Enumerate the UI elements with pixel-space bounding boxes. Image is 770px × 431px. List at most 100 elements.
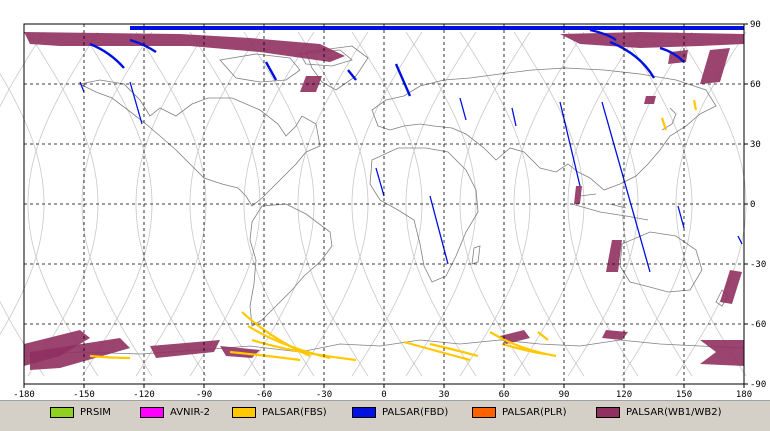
lat-tick-label: -60 — [750, 320, 766, 330]
swath-fbd-4 — [347, 69, 357, 81]
longitude-tick-labels: -180 -150 -120 -90 -60 -30 0 30 60 90 120 150 180 — [13, 384, 752, 400]
lon-tick-label: -30 — [316, 390, 332, 400]
lon-tick-label: 30 — [439, 390, 450, 400]
swath-fbs-5 — [89, 354, 131, 360]
orbit-track — [189, 31, 261, 377]
legend-item: PALSAR(FBD) — [352, 405, 448, 419]
orbit-track — [243, 31, 315, 377]
legend-label: PALSAR(WB1/WB2) — [626, 406, 722, 418]
legend-item: PRSIM — [50, 405, 111, 419]
legend-label: AVNIR-2 — [170, 406, 210, 418]
lon-tick-label: 90 — [559, 390, 570, 400]
lat-tick-label: 0 — [750, 200, 755, 210]
latitude-tick-labels: 90 60 30 0 -30 -60 -90 — [744, 20, 766, 390]
coast-japan — [661, 107, 677, 131]
coast-australia — [619, 231, 703, 293]
lat-tick-label: 60 — [750, 80, 761, 90]
swath-fbd-1 — [89, 42, 125, 69]
lat-tick-label: -30 — [750, 260, 766, 270]
legend-item: PALSAR(WB1/WB2) — [596, 405, 722, 419]
orbit-track — [675, 31, 747, 377]
lon-tick-label: -180 — [13, 390, 35, 400]
swath-wb-antarctic-7 — [700, 340, 744, 366]
lon-tick-label: -90 — [196, 390, 212, 400]
swath-fbd-thin-6 — [601, 101, 651, 273]
swath-wb-japan — [644, 96, 656, 104]
swath-wb-greenland — [300, 76, 322, 92]
orbit-track — [567, 31, 639, 377]
swath-fbs-7 — [429, 342, 479, 358]
swath-fbs-10 — [537, 331, 549, 341]
swath-fbd-7 — [659, 46, 685, 63]
orbit-track — [27, 31, 99, 377]
swath-wb-antarctic-2 — [30, 338, 130, 370]
swath-wb-australia — [720, 270, 742, 304]
swath-fbs-11 — [660, 117, 668, 131]
orbit-track — [405, 31, 477, 377]
orbit-track — [135, 31, 207, 377]
swath-fbs-8 — [489, 331, 557, 358]
swath-fbd-thin-4 — [511, 107, 517, 127]
legend-item: PALSAR(FBS) — [232, 405, 327, 419]
lat-tick-label: 30 — [750, 140, 761, 150]
graticule — [24, 24, 744, 384]
coast-north-america — [78, 79, 321, 207]
coast-madagascar — [471, 245, 481, 265]
legend-item: PALSAR(PLR) — [472, 405, 566, 419]
swath-fbd-5 — [394, 63, 412, 97]
swath-fbs-12 — [692, 99, 698, 111]
lon-tick-label: 60 — [499, 390, 510, 400]
coast-greenland — [305, 45, 369, 91]
swath-fbd-thin-10 — [737, 235, 743, 245]
lon-tick-label: 180 — [736, 390, 752, 400]
swath-fbs-3 — [251, 338, 357, 362]
swath-wb-arctic-east — [560, 32, 744, 48]
legend-bar: PRSIM AVNIR-2 PALSAR(FBS) PALSAR(FBD) PALSAR… — [0, 400, 770, 431]
legend-swatch — [352, 406, 376, 418]
swath-wb-arctic-west — [24, 32, 345, 62]
orbit-track — [621, 31, 693, 377]
orbit-track — [459, 31, 531, 377]
world-map[interactable]: -180 -150 -120 -90 -60 -30 0 30 60 90 120 150 180 90… — [0, 0, 770, 400]
lat-tick-label: -90 — [750, 380, 766, 390]
swath-fbd-thin-1 — [129, 81, 143, 125]
swath-fbd-6 — [609, 40, 656, 79]
legend-swatch — [50, 406, 74, 418]
orbit-track — [351, 31, 423, 377]
swaths-palsar-fbd — [89, 26, 744, 97]
legend-label: PALSAR(FBS) — [262, 406, 327, 418]
swath-wb-ne-asia-1 — [700, 48, 730, 84]
lon-tick-label: 150 — [676, 390, 692, 400]
legend-swatch — [596, 406, 620, 418]
legend-swatch — [140, 406, 164, 418]
coast-eurasia — [371, 67, 717, 191]
swath-wb-antarctic-3 — [150, 340, 220, 358]
lon-tick-label: 0 — [381, 390, 386, 400]
swath-fbs-4 — [229, 350, 301, 362]
legend-item: AVNIR-2 — [140, 405, 210, 419]
swaths-palsar-fbs — [89, 99, 698, 362]
legend-label: PRSIM — [80, 406, 111, 418]
swath-fbd-3 — [264, 61, 278, 81]
swath-wb-sea-small — [574, 186, 582, 204]
orbit-track — [0, 31, 45, 377]
lon-tick-label: -60 — [256, 390, 272, 400]
swath-fbs-6 — [403, 340, 471, 362]
legend-label: PALSAR(FBD) — [382, 406, 449, 418]
swath-fbd-2 — [129, 38, 157, 53]
lon-tick-label: -150 — [73, 390, 95, 400]
swath-fbs-9 — [501, 342, 547, 356]
swath-fbd-thin-8 — [429, 195, 449, 265]
orbit-track — [81, 31, 153, 377]
lon-tick-label: 120 — [616, 390, 632, 400]
swath-wb-antarctic-6 — [602, 330, 628, 340]
swath-fbd-thin-3 — [459, 97, 467, 121]
legend-swatch — [472, 406, 496, 418]
legend-label: PALSAR(PLR) — [502, 406, 567, 418]
lon-tick-label: -120 — [133, 390, 155, 400]
coast-south-america — [249, 203, 333, 327]
acquisition-swaths — [24, 26, 744, 370]
legend-swatch — [232, 406, 256, 418]
orbit-track — [513, 31, 585, 377]
